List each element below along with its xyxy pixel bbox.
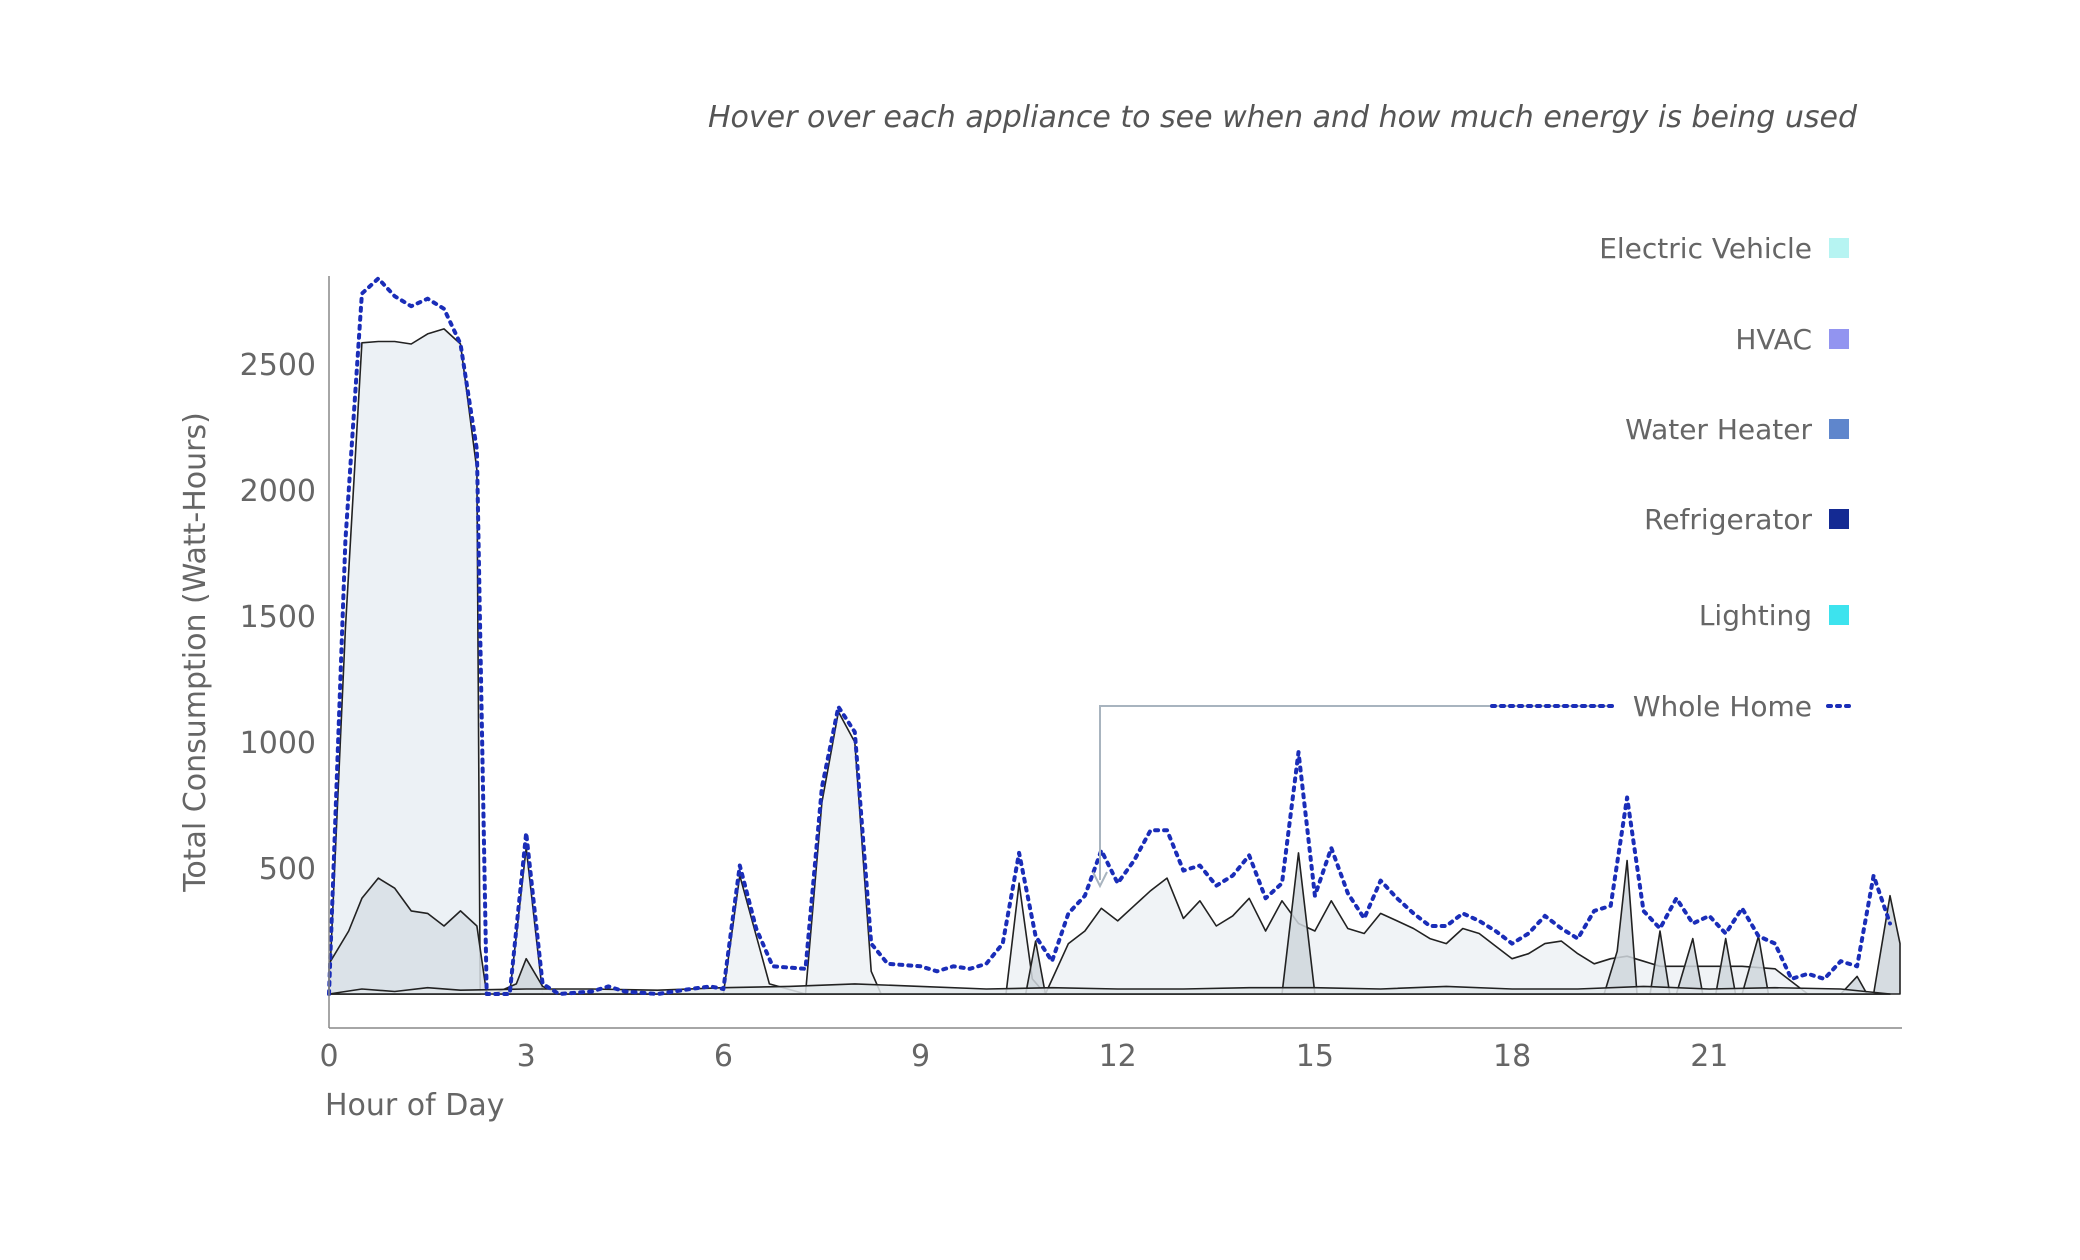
legend-item-whole-home[interactable]: Whole Home bbox=[1490, 690, 1852, 723]
x-tick-label: 9 bbox=[911, 1039, 930, 1074]
legend: Electric Vehicle HVAC Water Heater Refriger… bbox=[1490, 232, 1852, 723]
x-axis-title: Hour of Day bbox=[325, 1088, 505, 1123]
legend-swatch bbox=[1829, 509, 1849, 529]
y-tick-label: 2000 bbox=[240, 474, 316, 509]
x-tick-label: 15 bbox=[1296, 1039, 1334, 1074]
legend-item-water-heater[interactable]: Water Heater bbox=[1625, 413, 1849, 446]
chart-subtitle: Hover over each appliance to see when an… bbox=[708, 100, 1858, 135]
x-tick-label: 12 bbox=[1099, 1039, 1137, 1074]
legend-label: Electric Vehicle bbox=[1599, 232, 1812, 265]
legend-label: Refrigerator bbox=[1644, 503, 1812, 536]
legend-label: Lighting bbox=[1699, 599, 1812, 632]
legend-label: Whole Home bbox=[1633, 690, 1812, 723]
y-tick-label: 1500 bbox=[240, 600, 316, 635]
legend-swatch bbox=[1829, 419, 1849, 439]
y-tick-label: 1000 bbox=[240, 726, 316, 761]
legend-item-refrigerator[interactable]: Refrigerator bbox=[1644, 503, 1849, 536]
legend-swatch bbox=[1829, 238, 1849, 258]
x-tick-label: 3 bbox=[517, 1039, 536, 1074]
appliance-areas bbox=[328, 328, 1901, 995]
area-water-heater[interactable] bbox=[508, 711, 1891, 995]
y-tick-label: 500 bbox=[259, 852, 316, 887]
legend-swatch bbox=[1829, 605, 1849, 625]
x-tick-label: 18 bbox=[1493, 1039, 1531, 1074]
legend-swatch bbox=[1829, 329, 1849, 349]
x-tick-label: 0 bbox=[319, 1039, 338, 1074]
whole-home-line[interactable] bbox=[327, 276, 1892, 996]
legend-item-electric-vehicle[interactable]: Electric Vehicle bbox=[1599, 232, 1849, 265]
legend-item-lighting[interactable]: Lighting bbox=[1699, 599, 1849, 632]
x-tick-label: 21 bbox=[1690, 1039, 1728, 1074]
legend-label: HVAC bbox=[1735, 323, 1812, 356]
whole-home-series bbox=[327, 276, 1892, 996]
legend-label: Water Heater bbox=[1625, 413, 1812, 446]
area-hvac[interactable] bbox=[328, 877, 488, 995]
y-tick-labels: 500 1000 1500 2000 2500 bbox=[240, 348, 316, 887]
callout-arrowhead bbox=[1092, 871, 1108, 889]
x-tick-labels: 0 3 6 9 12 15 18 21 bbox=[319, 1039, 1728, 1074]
x-tick-label: 6 bbox=[714, 1039, 733, 1074]
legend-item-hvac[interactable]: HVAC bbox=[1735, 323, 1849, 356]
legend-callout-line bbox=[1099, 705, 1612, 880]
area-lighting[interactable] bbox=[328, 983, 1891, 995]
y-tick-label: 2500 bbox=[240, 348, 316, 383]
area-electric-vehicle[interactable] bbox=[328, 328, 481, 995]
y-axis-title: Total Consumption (Watt-Hours) bbox=[178, 412, 213, 893]
